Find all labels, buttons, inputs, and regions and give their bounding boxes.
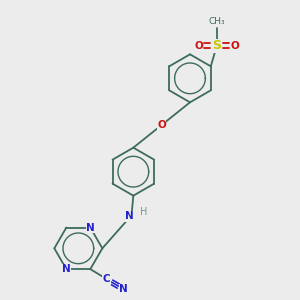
Text: N: N [86, 223, 95, 232]
Text: N: N [119, 284, 128, 294]
Text: C: C [103, 274, 110, 284]
Text: CH₃: CH₃ [208, 17, 225, 26]
Text: N: N [62, 264, 71, 274]
Text: O: O [157, 120, 166, 130]
Text: N: N [125, 211, 134, 221]
Text: H: H [140, 207, 147, 217]
Text: O: O [231, 41, 239, 51]
Text: O: O [194, 41, 203, 51]
Text: S: S [212, 39, 221, 52]
